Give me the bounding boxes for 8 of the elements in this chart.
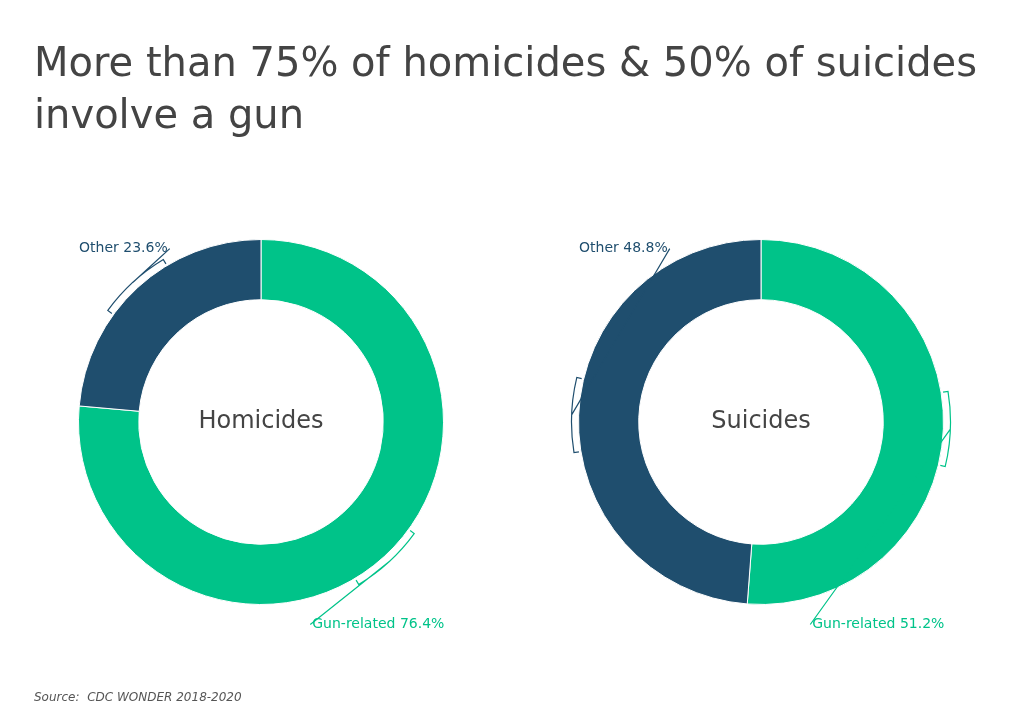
- slice-label: Gun-related 51.2%: [812, 615, 945, 632]
- slice-label: Other 23.6%: [79, 239, 168, 256]
- chart-title: More than 75% of homicides & 50% of suicides involve a gun: [34, 38, 978, 139]
- slice-label: Gun-related 76.4%: [312, 615, 445, 632]
- text: Homicides: [198, 406, 324, 435]
- text: Suicides: [711, 406, 811, 435]
- slice-label: Other 48.8%: [579, 239, 668, 256]
- source-note: Source: CDC WONDER 2018-2020: [34, 690, 242, 704]
